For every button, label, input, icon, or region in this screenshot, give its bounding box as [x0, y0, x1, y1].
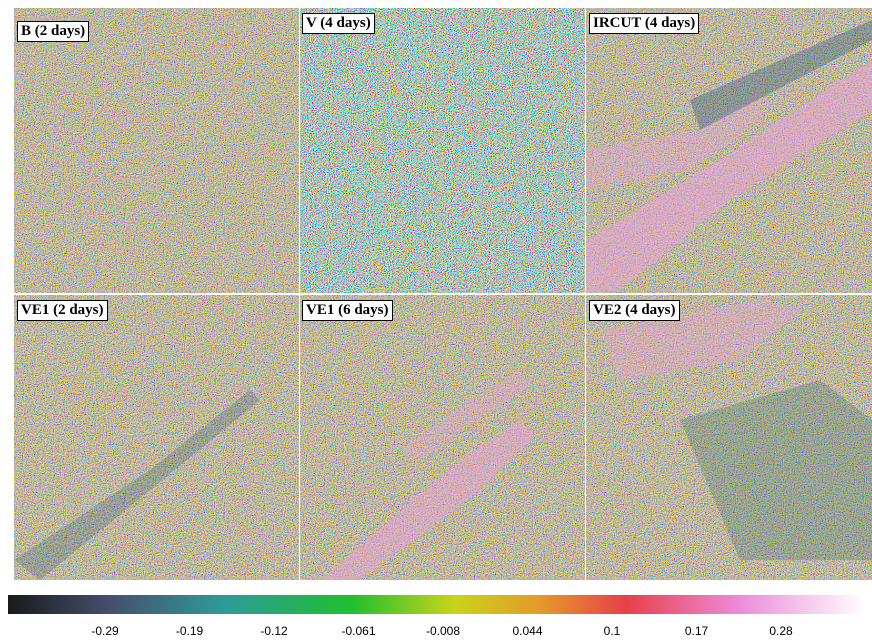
image-panels — [14, 8, 872, 580]
panel-label: IRCUT (4 days) — [589, 13, 700, 34]
colorbar-tick-label: -0.008 — [425, 624, 461, 638]
panel-label: VE1 (2 days) — [17, 300, 108, 321]
band — [690, 20, 872, 130]
band — [14, 390, 260, 580]
band — [320, 420, 535, 580]
panel-image — [586, 295, 872, 580]
panel-label: VE2 (4 days) — [589, 300, 680, 321]
colorbar-tick-label: 0.044 — [512, 624, 543, 638]
band — [400, 370, 530, 460]
band — [586, 90, 760, 190]
band — [680, 380, 872, 560]
panel-image — [300, 8, 585, 293]
panel-label: V (4 days) — [302, 13, 375, 34]
panel-image — [300, 295, 585, 580]
panel-label: B (2 days) — [17, 21, 90, 42]
colorbar-tick-label: -0.29 — [91, 624, 119, 638]
panel-image — [14, 295, 299, 580]
colorbar-tick-label: 0.1 — [603, 624, 621, 638]
colorbar-tick-label: 0.28 — [769, 624, 793, 638]
colorbar-tick-label: -0.12 — [260, 624, 288, 638]
colorbar-tick-label: -0.19 — [175, 624, 204, 638]
band — [586, 60, 872, 293]
colorbar-tick-label: -0.061 — [341, 624, 376, 638]
colorbar-tick-label: 0.17 — [684, 624, 709, 638]
panel-image — [14, 8, 299, 293]
panel-label: VE1 (6 days) — [302, 300, 393, 321]
band — [600, 300, 800, 380]
colorbar — [8, 595, 866, 614]
